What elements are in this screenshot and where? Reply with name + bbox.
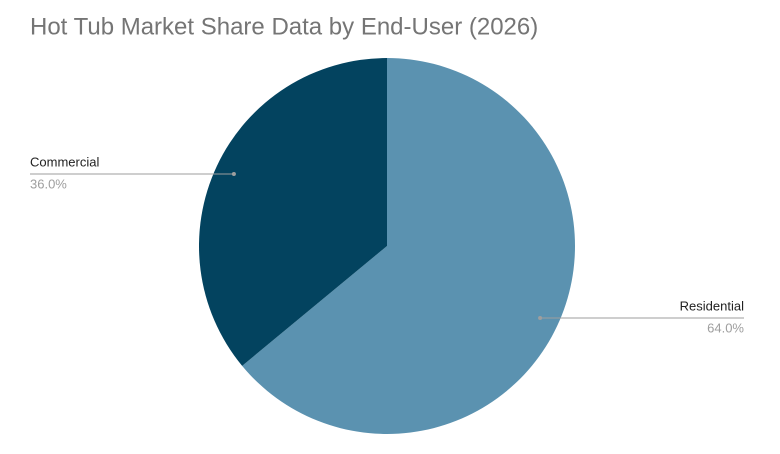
pie-slice	[199, 58, 387, 366]
pie-slice	[242, 58, 576, 435]
leader-dot	[538, 316, 543, 321]
value-label: 36.0%	[30, 176, 67, 191]
value-label: 64.0%	[707, 320, 744, 335]
leader-dot	[231, 171, 236, 176]
category-label: Residential	[680, 298, 744, 313]
category-label: Commercial	[30, 154, 99, 169]
chart-title: Hot Tub Market Share Data by End-User (2…	[30, 13, 538, 40]
